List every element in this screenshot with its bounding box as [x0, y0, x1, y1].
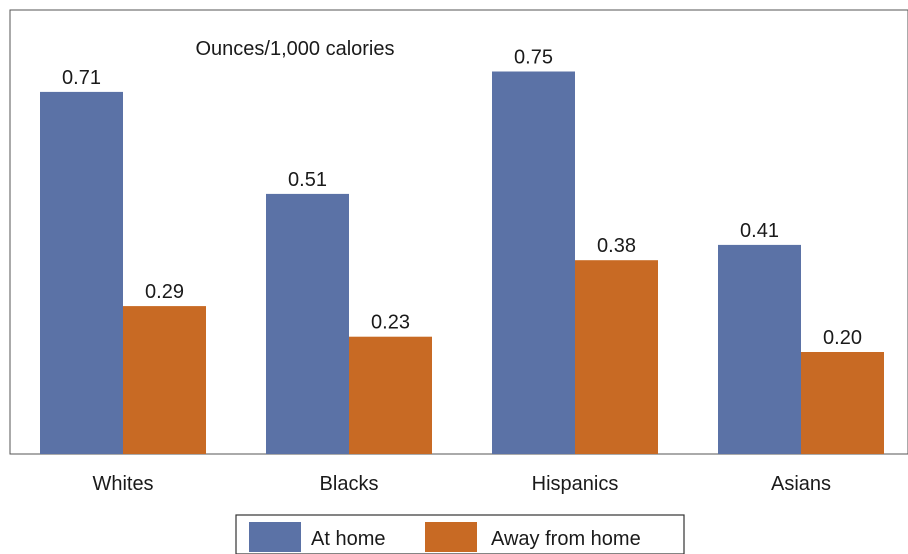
legend-label-at-home: At home [311, 528, 385, 550]
legend-swatch-at-home [249, 522, 301, 552]
bar-asians-away-from-home [801, 352, 884, 454]
category-label-whites: Whites [92, 473, 153, 495]
bar-hispanics-at-home [492, 71, 575, 454]
value-label-whites-at-home: 0.71 [62, 67, 101, 89]
value-labels-group: 0.71 0.29 0.51 0.23 0.75 0.38 0.41 0.20 [62, 47, 862, 350]
value-label-hispanics-at-home: 0.75 [514, 47, 553, 69]
bar-blacks-at-home [266, 193, 349, 454]
value-label-hispanics-away-from-home: 0.38 [597, 235, 636, 257]
category-labels-group: Whites Blacks Hispanics Asians [92, 473, 831, 495]
category-label-asians: Asians [771, 473, 831, 495]
category-label-hispanics: Hispanics [532, 473, 619, 495]
legend-swatch-away-from-home [425, 522, 477, 552]
legend-label-away-from-home: Away from home [491, 528, 641, 550]
value-label-asians-at-home: 0.41 [740, 220, 779, 242]
value-label-asians-away-from-home: 0.20 [823, 327, 862, 349]
category-label-blacks: Blacks [320, 473, 379, 495]
bar-asians-at-home [718, 244, 801, 454]
legend: At home Away from home [235, 514, 685, 554]
bars-group [40, 71, 884, 455]
bar-hispanics-away-from-home [575, 260, 658, 454]
bar-whites-away-from-home [123, 306, 206, 454]
bar-blacks-away-from-home [349, 336, 432, 454]
value-label-blacks-away-from-home: 0.23 [371, 312, 410, 334]
unit-label: Ounces/1,000 calories [195, 38, 394, 60]
value-label-whites-away-from-home: 0.29 [145, 281, 184, 303]
value-label-blacks-at-home: 0.51 [288, 169, 327, 191]
bar-whites-at-home [40, 91, 123, 455]
